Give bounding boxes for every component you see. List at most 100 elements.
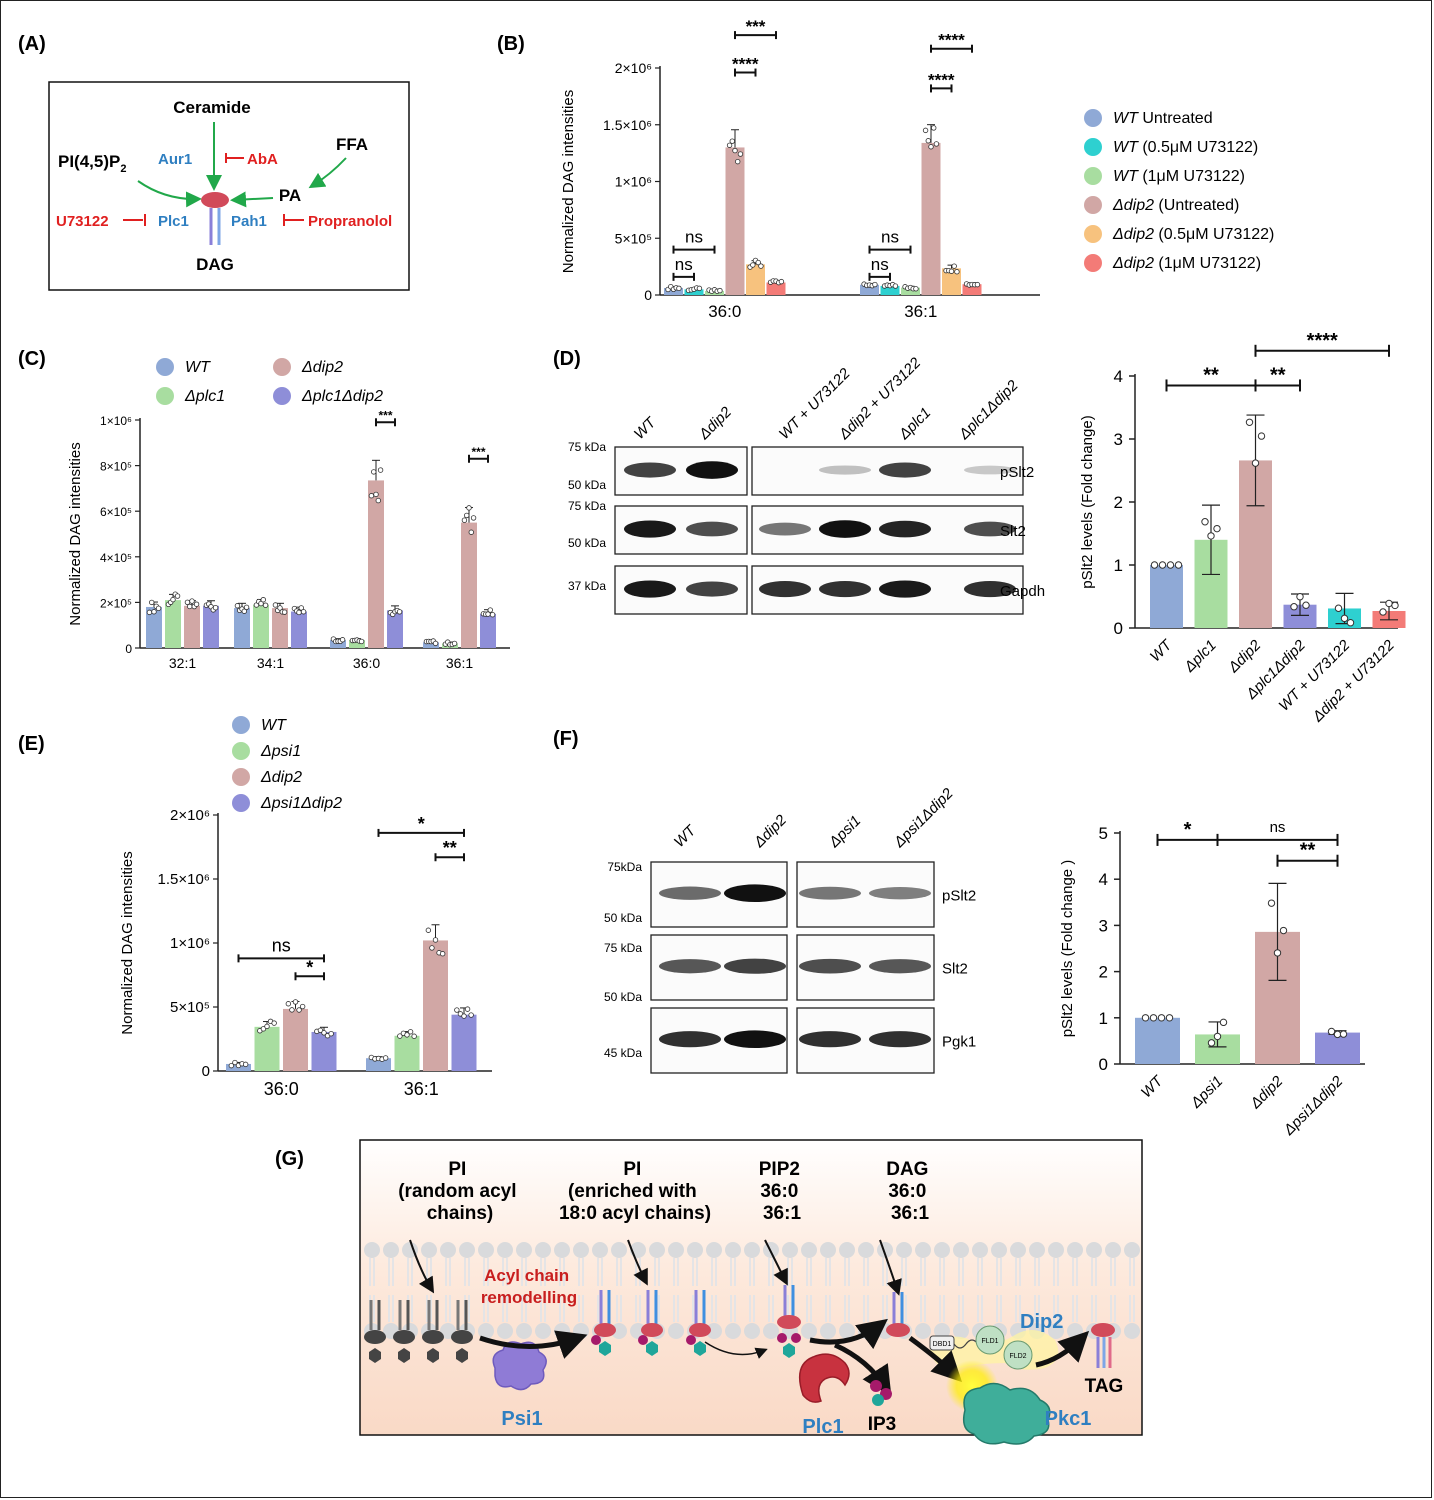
significance-label: *: [1184, 819, 1192, 841]
y-tick-label: 1: [1099, 1009, 1108, 1028]
data-point: [1165, 1014, 1174, 1022]
model-box: [359, 1139, 1143, 1436]
y-tick-label: 2×10⁵: [100, 596, 132, 610]
lipid-head-inner: [1124, 1323, 1140, 1339]
lipid-head-outer: [820, 1242, 836, 1258]
blot-band: [724, 958, 786, 974]
data-point: [396, 609, 403, 615]
legend-label: Δpsi1: [260, 743, 301, 760]
data-point: [262, 602, 269, 608]
data-point: [468, 529, 474, 535]
data-point: [750, 262, 756, 268]
pi-random-arrow: [409, 1239, 435, 1294]
flip-arrow: [704, 1341, 768, 1359]
dip2-fld2-icon: [1003, 1340, 1033, 1370]
y-axis-label: Normalized DAG intensities: [119, 851, 136, 1034]
data-point: [298, 605, 304, 611]
dip2-dbd1-icon: [929, 1335, 955, 1351]
bar: [962, 284, 982, 295]
data-point: [232, 1059, 238, 1066]
ip3-icon: [870, 1380, 882, 1392]
bar: [746, 264, 765, 295]
data-point: [489, 611, 496, 618]
blot-band: [799, 958, 861, 974]
data-point: [696, 285, 703, 292]
x-tick-label: Δpsi1: [1187, 1073, 1226, 1112]
bar: [387, 610, 403, 648]
lipid-head-inner: [535, 1323, 551, 1339]
data-point: [466, 505, 472, 511]
significance-label: ***: [471, 445, 485, 459]
panel-g: PI (random acyl chains) PI (enriched wit…: [359, 1139, 1143, 1445]
blot-band: [869, 887, 931, 900]
bar: [203, 605, 219, 648]
significance-label: ****: [938, 31, 965, 50]
legend-label: Δdip2 (0.5μM U73122): [1112, 226, 1274, 243]
blot-band: [964, 521, 1016, 537]
legend-marker: [273, 387, 291, 405]
u73122-label: U73122: [56, 213, 109, 230]
lipid-head-outer: [744, 1242, 760, 1258]
blot-band: [799, 1031, 861, 1048]
lipid-head-inner: [763, 1323, 779, 1339]
phosphate-icon: [777, 1333, 787, 1343]
psi1-label: Psi1: [501, 1408, 542, 1430]
legend-label: Δdip2: [301, 359, 343, 376]
data-point: [717, 287, 723, 294]
bar: [423, 642, 439, 648]
blot-band: [964, 465, 1016, 475]
data-point: [149, 599, 155, 606]
lipid-head-outer: [668, 1242, 684, 1258]
lane-label: Δpsi1: [825, 812, 864, 851]
data-point: [758, 263, 764, 269]
inositol-icon: [599, 1341, 611, 1356]
data-point: [321, 1030, 327, 1036]
data-point: [461, 517, 468, 523]
tag-icon: [1091, 1323, 1115, 1337]
chart-c: 0 2×10⁵ 4×10⁵ 6×10⁵ 8×10⁵ 1×10⁶ Normalized DAG…: [67, 358, 510, 671]
data-point: [296, 609, 302, 616]
bar: [253, 604, 269, 648]
data-point: [300, 609, 307, 615]
pkc1-label: Pkc1: [1045, 1408, 1092, 1430]
pi-enriched-label: PI (enriched with 18:0 acyl chains): [559, 1159, 711, 1224]
significance-label: **: [1203, 364, 1219, 386]
data-point: [468, 1012, 474, 1018]
data-point: [951, 263, 957, 269]
lipid-head-outer: [782, 1242, 798, 1258]
bar: [1283, 604, 1317, 628]
ceramide-label: Ceramide: [173, 98, 250, 117]
svg-text:DBD1: DBD1: [933, 1341, 952, 1348]
data-point: [729, 138, 735, 144]
data-point: [189, 598, 195, 604]
y-tick-label: 3: [1114, 430, 1123, 449]
legend-marker: [232, 768, 250, 786]
legend-label: Δdip2: [260, 769, 302, 786]
data-point: [726, 142, 733, 148]
bar: [451, 1014, 477, 1071]
phosphate-icon: [686, 1335, 696, 1345]
data-point: [1340, 614, 1349, 623]
legend-label: Δplc1Δdip2: [301, 388, 383, 405]
y-tick-label: 1: [1114, 556, 1123, 575]
legend-marker: [1084, 196, 1102, 214]
ip3-label: IP3: [868, 1414, 897, 1435]
blot-row-label: pSlt2: [942, 888, 976, 905]
lipid-head-outer: [611, 1242, 627, 1258]
y-tick-label: 1.5×10⁶: [603, 117, 652, 133]
lipid-head-inner: [953, 1323, 969, 1339]
inositol-icon: [369, 1348, 381, 1363]
inositol-icon: [398, 1348, 410, 1363]
panel-e-label: (E): [18, 733, 45, 755]
inositol-icon: [694, 1341, 706, 1356]
data-point: [933, 141, 940, 147]
lipid-head-outer: [1048, 1242, 1064, 1258]
data-point: [429, 945, 435, 951]
inositol-icon: [646, 1341, 658, 1356]
lipid-head-outer: [725, 1242, 741, 1258]
y-tick-label: 5×10⁵: [170, 999, 210, 1016]
blot-band: [759, 522, 811, 536]
x-tick-label: Δdip2: [1246, 1072, 1286, 1112]
mw-marker: 75 kDa: [604, 941, 642, 955]
